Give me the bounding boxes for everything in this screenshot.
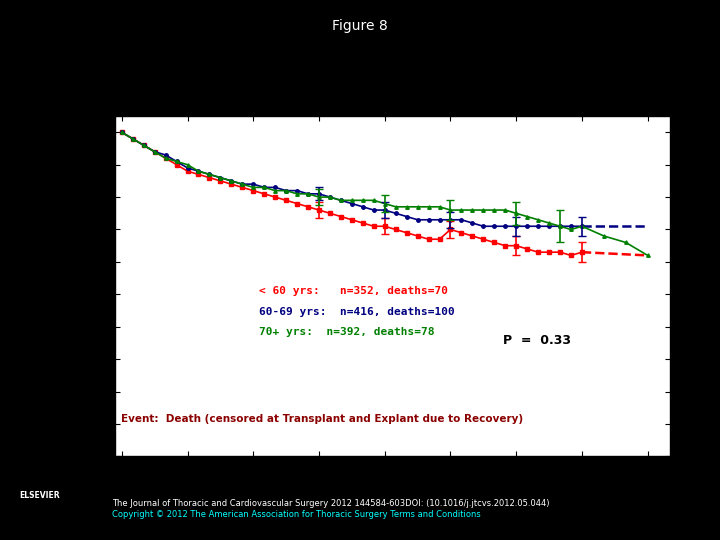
Title: Continuous Flow LVAD* Destination Therapy, n=1160: Continuous Flow LVAD* Destination Therap…	[194, 100, 590, 113]
Text: P  =  0.33: P = 0.33	[503, 334, 571, 347]
Text: 60-69 yrs:  n=416, deaths=100: 60-69 yrs: n=416, deaths=100	[259, 307, 455, 316]
Text: Figure 8: Figure 8	[332, 19, 388, 33]
Text: 70+ yrs:  n=392, deaths=78: 70+ yrs: n=392, deaths=78	[259, 327, 435, 337]
Y-axis label: % Survival: % Survival	[73, 249, 86, 323]
Text: Event:  Death (censored at Transplant and Explant due to Recovery): Event: Death (censored at Transplant and…	[121, 414, 523, 424]
Text: Copyright © 2012 The American Association for Thoracic Surgery Terms and Conditi: Copyright © 2012 The American Associatio…	[112, 510, 480, 519]
X-axis label: Months Post Implant: Months Post Implant	[320, 477, 465, 490]
Text: The Journal of Thoracic and Cardiovascular Surgery 2012 144584-603DOI: (10.1016/: The Journal of Thoracic and Cardiovascul…	[112, 500, 549, 509]
Text: ELSEVIER: ELSEVIER	[19, 491, 60, 501]
Text: < 60 yrs:   n=352, deaths=70: < 60 yrs: n=352, deaths=70	[259, 286, 449, 296]
